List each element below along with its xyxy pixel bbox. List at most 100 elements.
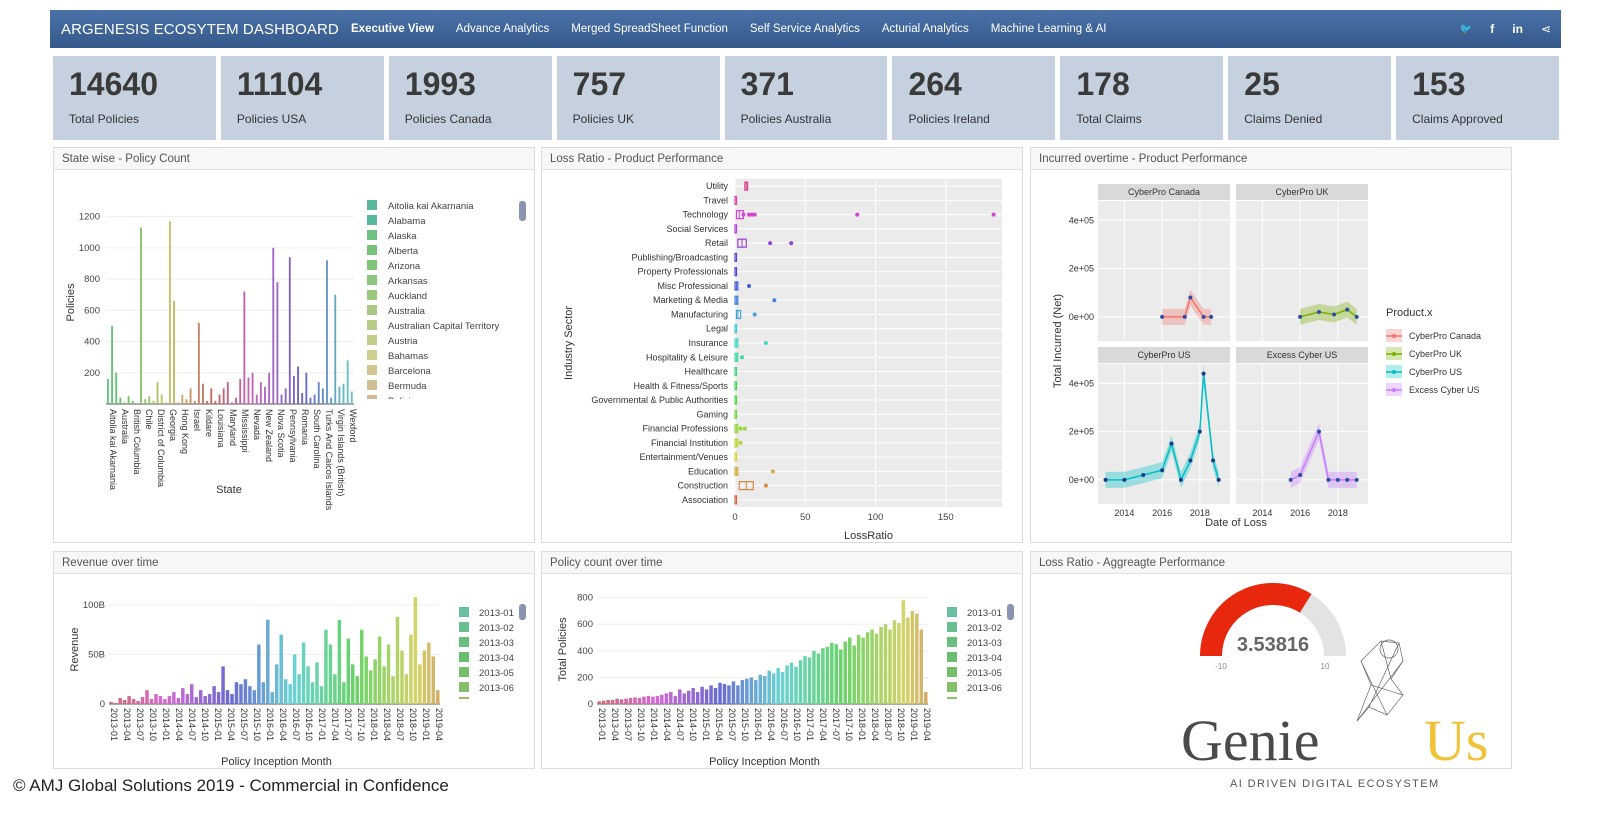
legend-label: 2013-04 [967,653,1002,664]
legend-label: 2013-03 [479,638,514,649]
tab-self-service-analytics[interactable]: Self Service Analytics [749,23,860,35]
bar [301,642,306,704]
legend-label: Excess Cyber US [1409,385,1480,395]
bar [364,656,368,704]
legend-scrollbar[interactable] [519,604,526,620]
logo-genie-text: Genie [1181,708,1320,769]
bar [646,696,651,704]
x-tick-label: Israel [192,409,202,431]
legend-fade [454,699,514,709]
panel-state-policy-count: State wise - Policy Count Policies 200 400… [53,147,535,543]
legend-scrollbar[interactable] [1007,604,1014,620]
bar [337,619,342,704]
legend-scrollbar[interactable] [519,201,526,221]
bar [413,596,418,704]
kpi-card: 153 Claims Approved [1396,56,1560,140]
x-tick-label: 2015-04 [226,708,236,741]
y-tick-label: Manufacturing [671,309,728,319]
bar [597,701,601,704]
top-navbar: ARGENESIS ECOSYTEM DASHBOARD Executive V… [50,10,1561,48]
state-policy-chart[interactable]: Policies 200 400 600 800 1000 1200 Aitolia kai … [54,171,534,543]
bar [919,629,924,704]
loss-ratio-chart[interactable]: 0 50 100 150 Utility Travel Technology Social S… [542,171,1022,543]
y-axis-label: Total Policies [557,617,569,682]
panel-title: Revenue over time [54,552,534,574]
x-tick-label: Wexford [348,409,358,442]
x-tick-label: 2014-10 [688,708,698,741]
tab-machine-learning-ai[interactable]: Machine Learning & AI [990,23,1107,35]
bar [745,678,749,704]
bar [395,616,400,704]
bar [865,632,870,704]
tab-acturial-analytics[interactable]: Acturial Analytics [881,23,969,35]
tab-advance-analytics[interactable]: Advance Analytics [455,23,550,35]
bar [400,650,404,704]
kpi-label: Policies Canada [404,112,492,126]
bar [207,694,212,704]
outlier-point [742,426,747,431]
x-tick-label: 2016-07 [291,708,301,741]
social-links: 🐦 f in ⋖ [1460,10,1551,48]
y-tick-label: Financial Institution [651,438,728,448]
bar [216,692,221,704]
legend-swatch [459,667,469,677]
tab-executive-view[interactable]: Executive View [351,23,434,35]
bar [160,394,163,404]
incurred-chart[interactable]: CyberPro Canada 0e+00 2e+05 4e+05 CyberPro U… [1031,171,1511,543]
data-point [1316,310,1321,315]
legend-label: Alberta [388,246,419,257]
bar [272,247,275,404]
kpi-label: Total Claims [1076,112,1142,126]
gauge-max-label: 10 [1321,662,1330,671]
x-tick-label: Kildare [204,409,214,437]
outlier-point [741,212,746,217]
tab-merged-spreadsheet[interactable]: Merged SpreadSheet Function [571,23,728,35]
facebook-icon[interactable]: f [1490,22,1495,36]
logo-us-text: Us [1424,708,1488,769]
legend-label: Arizona [388,261,421,272]
bar [619,699,624,704]
x-tick-label: 2015-10 [252,708,262,741]
bar [145,690,149,704]
outlier-point [749,212,754,217]
x-tick-label: 2019-01 [421,708,431,741]
bar [780,672,785,704]
panel-loss-ratio-gauge: Loss Ratio - Aggreagte Performance 3.538… [1030,551,1512,769]
x-tick-label: Australia [120,409,130,444]
legend-swatch [947,607,957,617]
legend-label: Alaska [388,231,417,242]
x-tick-label: 2013-07 [135,708,145,741]
legend-point [1392,334,1396,338]
data-point [1209,314,1214,319]
data-point [1160,468,1165,473]
x-tick-label: New Zealand [264,409,274,462]
kpi-card: 371 Policies Australia [724,56,888,140]
data-point [1354,477,1359,482]
bar [328,644,333,704]
y-tick: 800 [84,274,100,285]
y-tick-label: Gaming [696,409,728,419]
kpi-row: 14640 Total Policies 11104 Policies USA 19… [53,56,1560,140]
twitter-icon[interactable]: 🐦 [1459,23,1473,35]
bar [243,679,248,704]
bar [736,685,740,704]
x-tick: 150 [938,512,954,523]
legend-swatch [367,230,377,240]
x-tick-label: 2019-01 [909,708,919,741]
kpi-value: 178 [1076,66,1130,102]
panel-incurred-overtime: Incurred overtime - Product Performance … [1030,147,1512,543]
bar [113,703,118,704]
kpi-value: 264 [908,66,962,102]
legend-label: 2013-02 [967,623,1002,634]
x-tick-label: 2016-10 [792,708,802,741]
share-icon[interactable]: ⋖ [1540,22,1551,36]
kpi-label: Total Policies [69,112,140,126]
bar [660,694,664,704]
data-point [1354,314,1359,319]
bar [152,400,155,404]
linkedin-icon[interactable]: in [1512,22,1523,36]
legend-label: 2013-01 [479,608,514,619]
x-tick-label: 2017-07 [831,708,841,741]
